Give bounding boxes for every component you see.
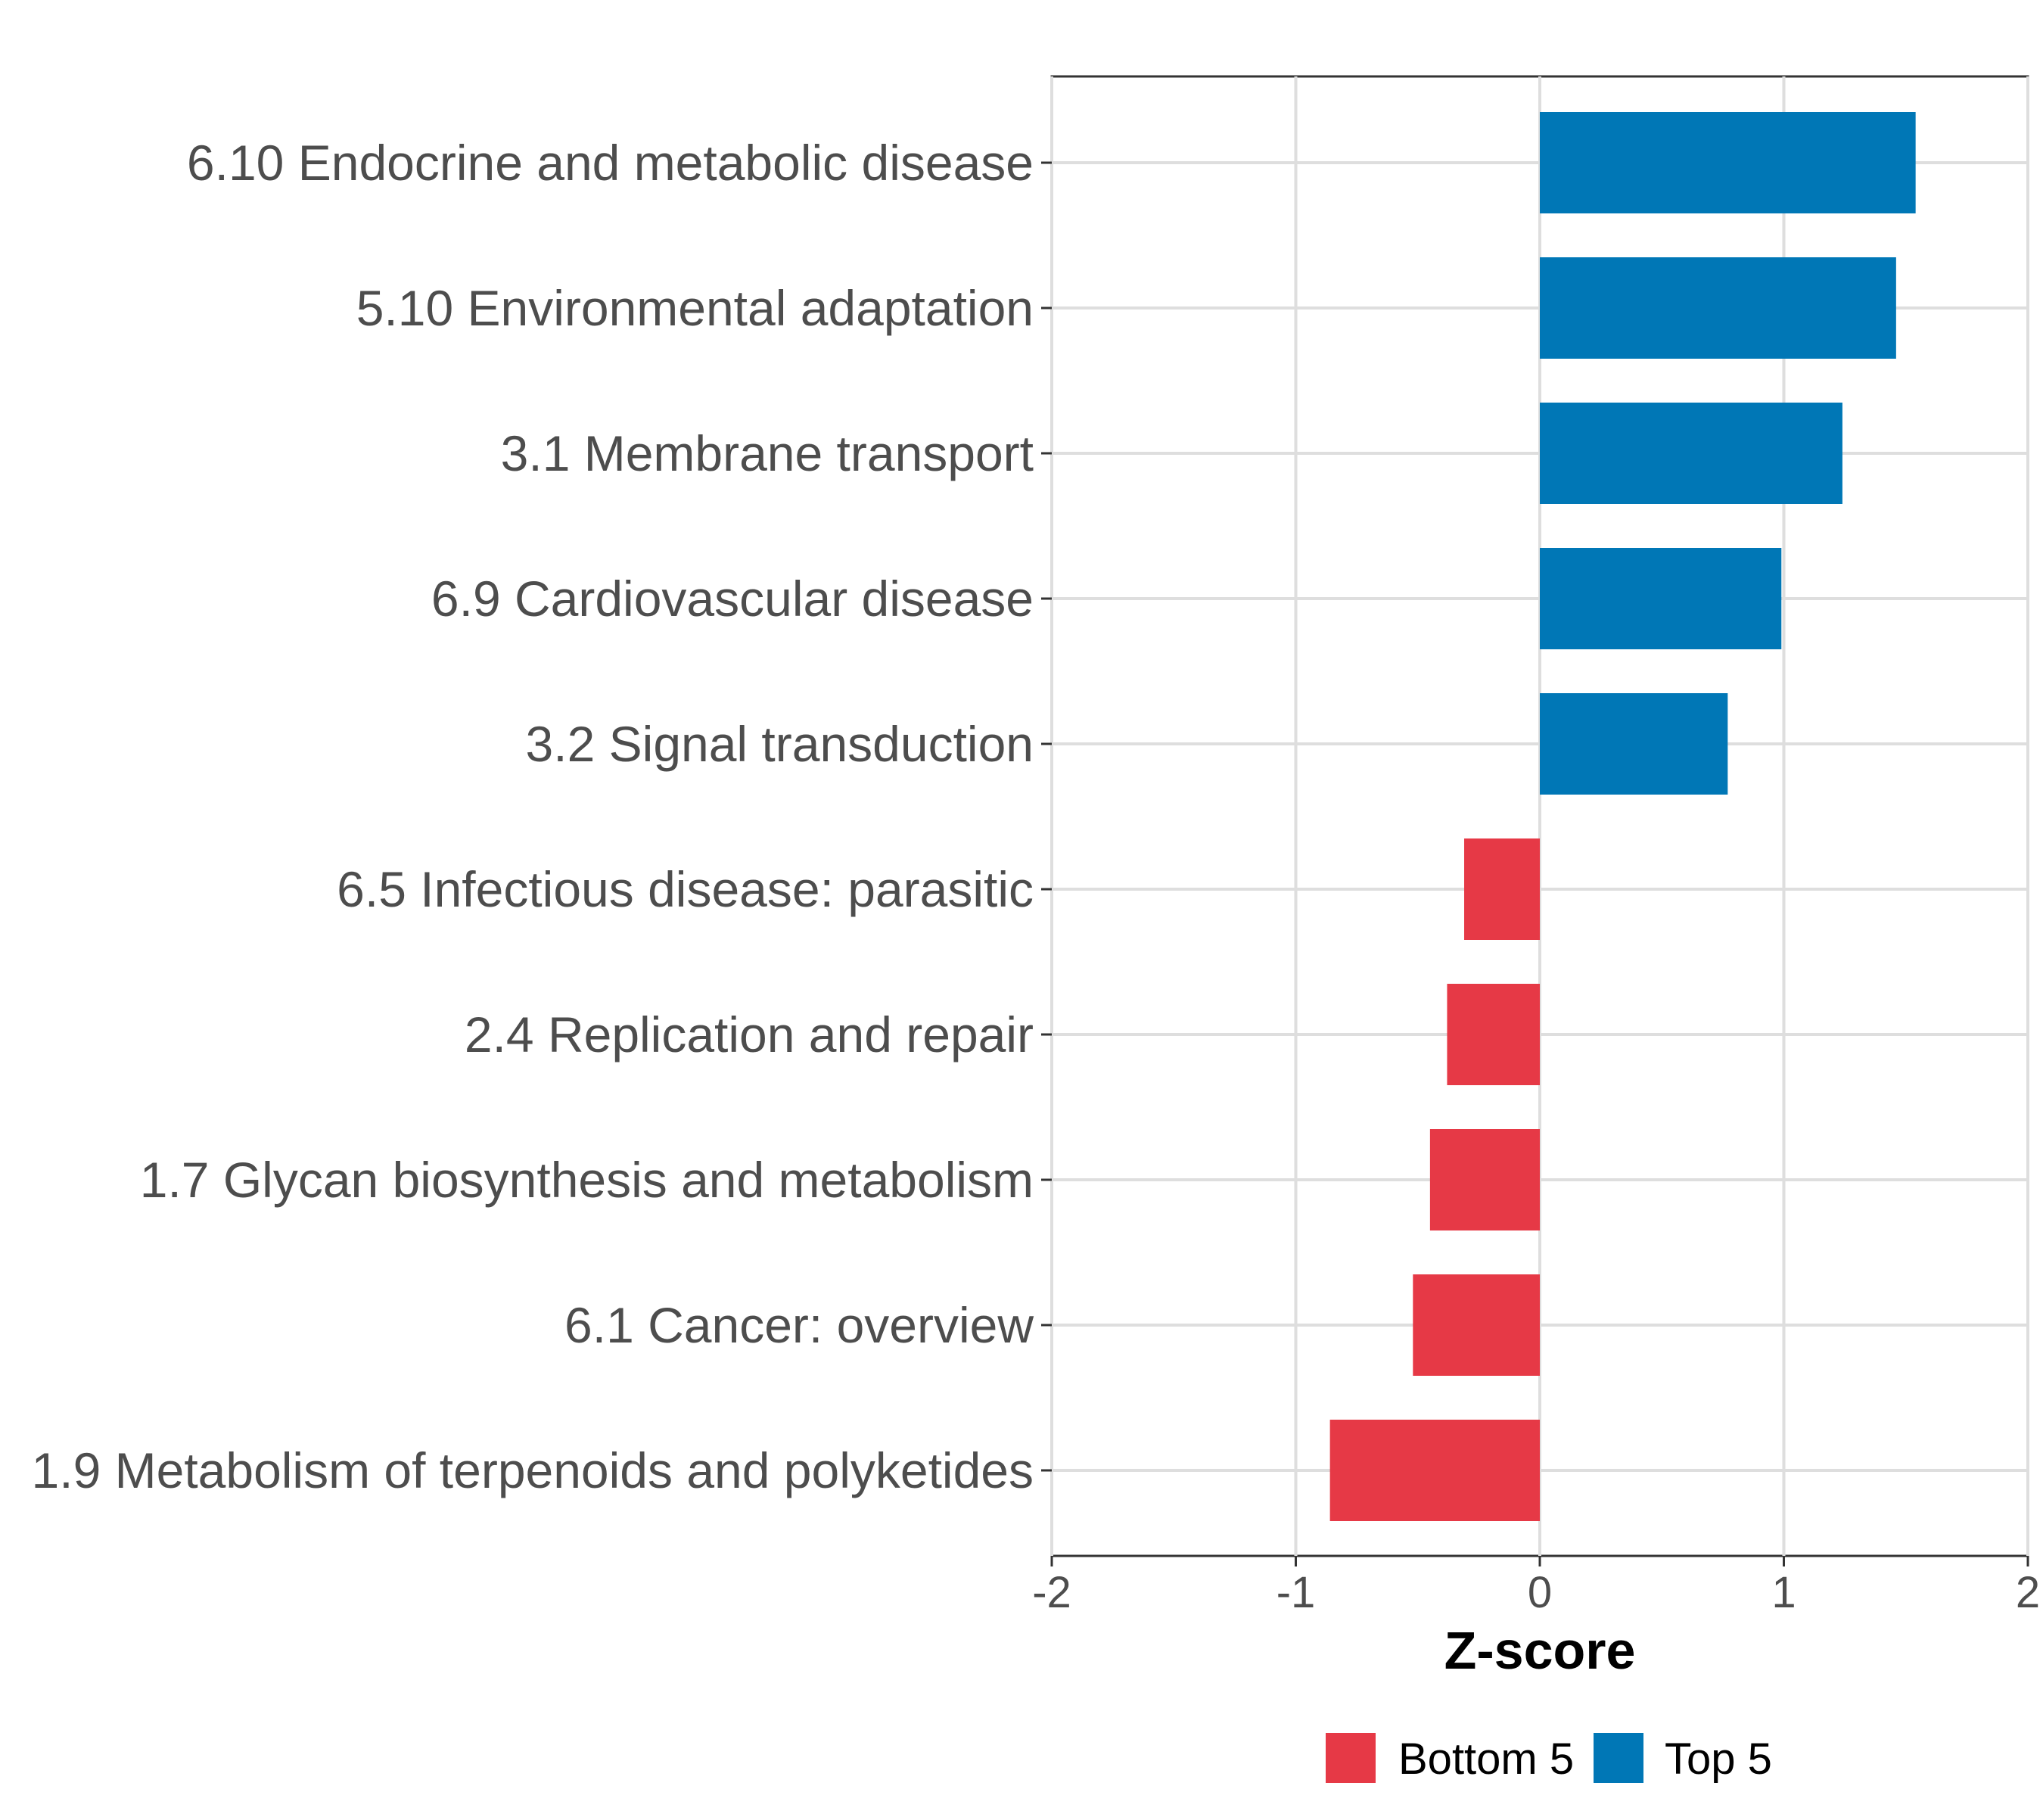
x-tick-label: 2 xyxy=(2016,1568,2040,1617)
x-tick-label: 1 xyxy=(1771,1568,1796,1617)
bar xyxy=(1540,403,1842,504)
legend: Bottom 5 Top 5 xyxy=(1326,1733,1772,1784)
y-tick-label: 3.2 Signal transduction xyxy=(526,716,1034,772)
x-tick-label: -1 xyxy=(1276,1568,1316,1617)
bar xyxy=(1540,693,1728,795)
legend-swatch xyxy=(1594,1733,1643,1783)
y-tick-label: 6.9 Cardiovascular disease xyxy=(431,571,1034,627)
bar xyxy=(1329,1420,1540,1521)
bar xyxy=(1464,838,1540,940)
bar xyxy=(1540,112,1916,213)
x-axis-title: Z-score xyxy=(1444,1621,1636,1680)
x-tick-label: -2 xyxy=(1032,1568,1071,1617)
bar xyxy=(1429,1129,1540,1230)
y-tick-label: 5.10 Environmental adaptation xyxy=(356,280,1034,336)
y-tick-label: 1.7 Glycan biosynthesis and metabolism xyxy=(140,1152,1034,1208)
bar xyxy=(1413,1274,1540,1376)
legend-swatch xyxy=(1326,1733,1376,1783)
x-tick-label: 0 xyxy=(1528,1568,1552,1617)
y-tick-label: 6.1 Cancer: overview xyxy=(564,1297,1034,1353)
y-tick-label: 3.1 Membrane transport xyxy=(501,425,1034,481)
y-tick-label: 2.4 Replication and repair xyxy=(465,1006,1034,1062)
y-tick-label: 6.10 Endocrine and metabolic disease xyxy=(187,135,1034,191)
legend-label: Bottom 5 xyxy=(1398,1734,1574,1784)
legend-label: Top 5 xyxy=(1665,1734,1772,1784)
bar xyxy=(1447,984,1540,1085)
y-tick-label: 1.9 Metabolism of terpenoids and polyket… xyxy=(32,1442,1034,1498)
bar xyxy=(1540,548,1782,649)
bar xyxy=(1540,257,1896,359)
y-tick-label: 6.5 Infectious disease: parasitic xyxy=(337,861,1034,917)
